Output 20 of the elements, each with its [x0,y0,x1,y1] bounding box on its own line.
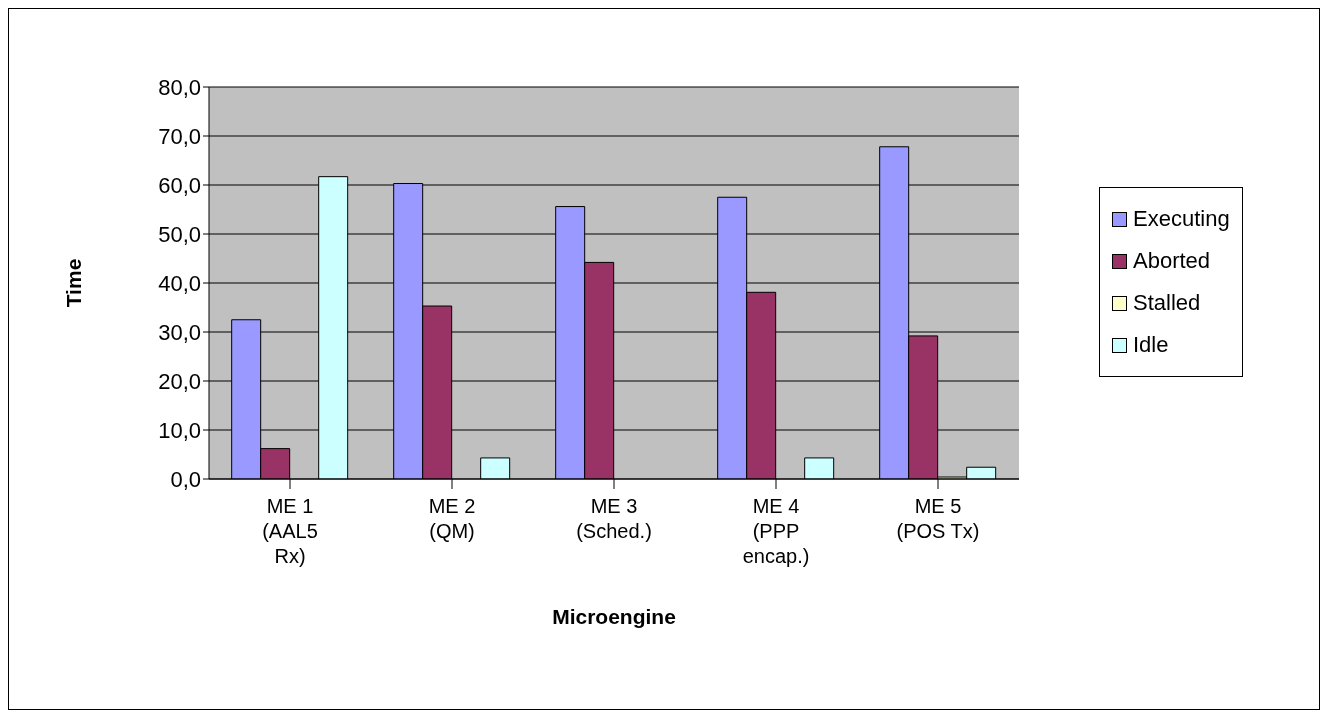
y-tick-label: 80,0 [158,74,201,100]
y-tick-label: 20,0 [158,368,201,394]
legend-label: Stalled [1133,289,1201,317]
y-tick-label: 60,0 [158,172,201,198]
y-tick-label: 40,0 [158,270,201,296]
x-tick-label: ME 1 (AAL5 Rx) [262,495,318,567]
x-axis-title: Microengine [552,605,676,628]
legend-label: Idle [1133,331,1169,359]
legend-label: Aborted [1133,247,1211,275]
y-tick-label: 30,0 [158,319,201,345]
y-tick-label: 0,0 [170,466,201,492]
x-tick-label: ME 5 (POS Tx) [896,495,980,542]
y-tick-label: 70,0 [158,123,201,149]
x-tick-label: ME 2 (QM) [428,495,476,542]
legend-label: Executing [1133,205,1230,233]
x-tick-label: ME 3 (Sched.) [576,495,652,542]
y-tick-label: 10,0 [158,417,201,443]
x-tick-label: ME 4 (PPP encap.) [742,495,810,567]
y-tick-label: 50,0 [158,221,201,247]
y-axis-title: Time [62,258,86,308]
